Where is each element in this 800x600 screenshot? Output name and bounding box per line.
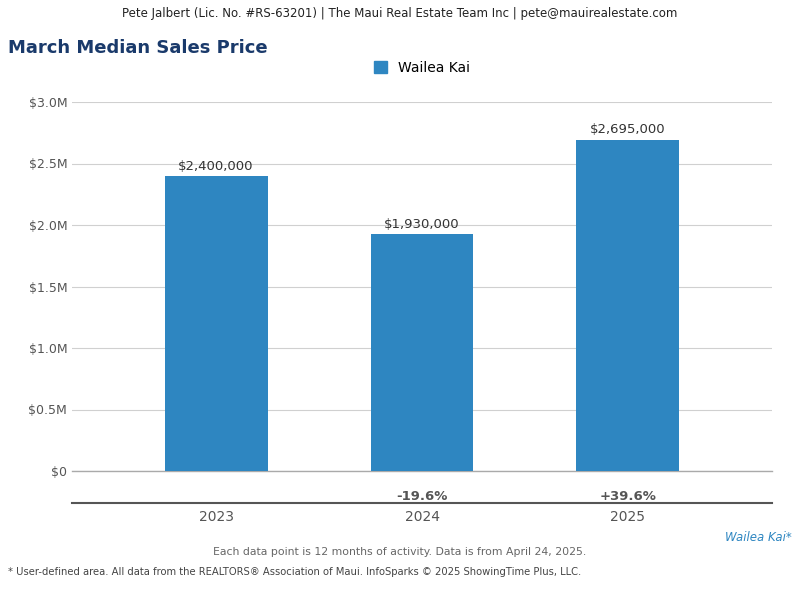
Text: 2023: 2023 [198,510,234,524]
Text: +39.6%: +39.6% [599,490,656,503]
Text: Wailea Kai*: Wailea Kai* [726,531,792,544]
Text: $1,930,000: $1,930,000 [384,218,460,230]
Text: Pete Jalbert (Lic. No. #RS-63201) | The Maui Real Estate Team Inc | pete@mauirea: Pete Jalbert (Lic. No. #RS-63201) | The … [122,7,678,20]
Text: * User-defined area. All data from the REALTORS® Association of Maui. InfoSparks: * User-defined area. All data from the R… [8,567,582,577]
Legend: Wailea Kai: Wailea Kai [374,61,470,75]
Text: March Median Sales Price: March Median Sales Price [8,39,268,57]
Text: $2,400,000: $2,400,000 [178,160,254,173]
Text: 2024: 2024 [405,510,439,524]
Text: $2,695,000: $2,695,000 [590,124,666,136]
Text: -19.6%: -19.6% [396,490,448,503]
Text: 2025: 2025 [610,510,646,524]
Text: Each data point is 12 months of activity. Data is from April 24, 2025.: Each data point is 12 months of activity… [214,547,586,557]
Bar [165,176,267,471]
Bar [577,140,679,471]
Bar [370,233,474,471]
